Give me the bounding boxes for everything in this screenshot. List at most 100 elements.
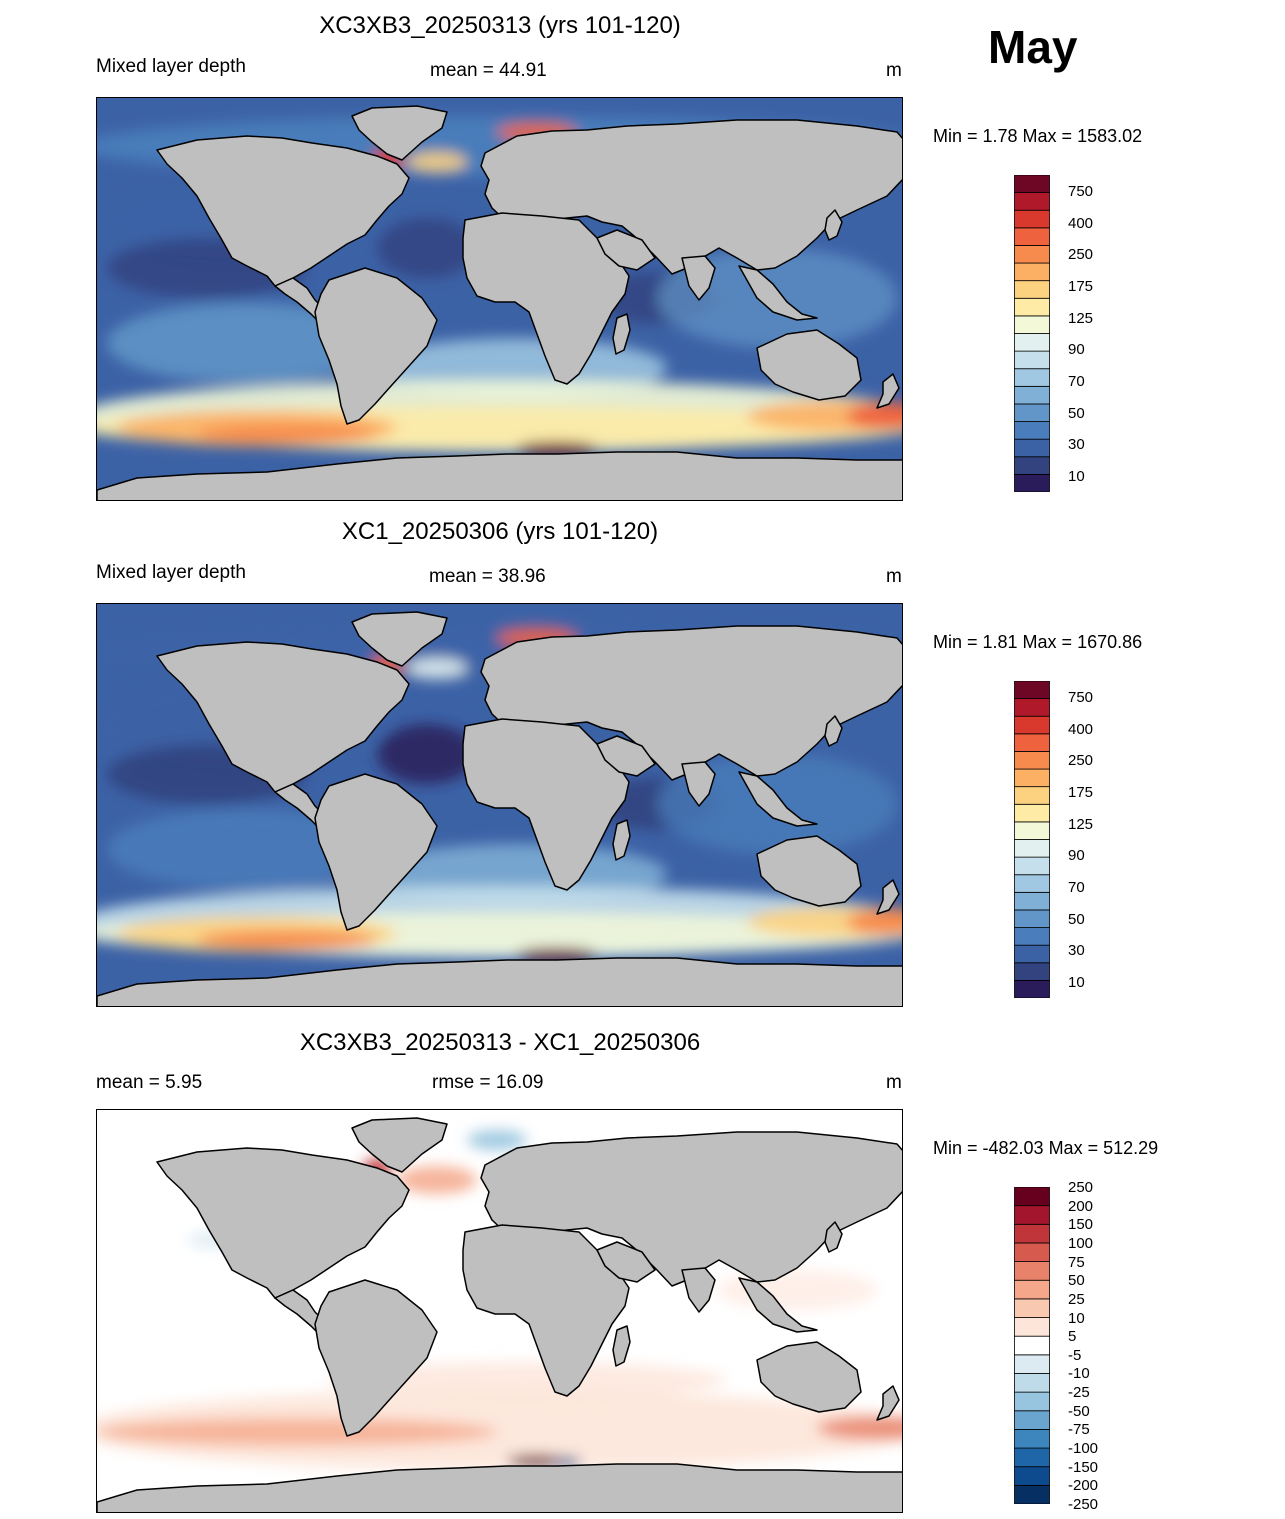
panel-1-map <box>96 97 903 501</box>
colorbar-segment <box>1014 909 1050 928</box>
land-new-zealand <box>876 879 900 915</box>
colorbar-segment <box>1014 979 1050 999</box>
land-madagascar <box>612 819 631 861</box>
land-japan <box>824 209 843 241</box>
colorbar-segment <box>1014 1186 1050 1207</box>
colorbar-segment <box>1014 856 1050 876</box>
colorbar-segment <box>1014 962 1050 981</box>
land-australia <box>756 1341 862 1413</box>
colorbar-label: -200 <box>1068 1477 1099 1495</box>
field-weddell-hotspot <box>517 442 597 456</box>
colorbar-segment <box>1014 438 1050 458</box>
land-south-america <box>314 1279 438 1437</box>
land-japan <box>824 715 843 747</box>
colorbar-segment <box>1014 350 1050 370</box>
panel-2-unit: m <box>886 566 902 587</box>
colorbar-label: 750 <box>1068 182 1094 200</box>
p2-map-svg <box>97 604 902 1006</box>
colorbar-segment <box>1014 927 1050 946</box>
land-se-asia <box>738 265 818 321</box>
colorbar-segment <box>1014 733 1050 752</box>
colorbar-svg <box>1014 174 1050 493</box>
colorbar-segment <box>1014 192 1050 211</box>
panel-1-unit: m <box>886 60 902 81</box>
colorbar-label: 50 <box>1068 910 1085 928</box>
land-north-america <box>156 135 410 287</box>
colorbar-segment <box>1014 385 1050 405</box>
colorbar-label: -5 <box>1068 1346 1082 1364</box>
colorbar-segment <box>1014 1279 1050 1300</box>
colorbar-segment <box>1014 245 1050 264</box>
colorbar-segment <box>1014 297 1050 317</box>
panel-2-minmax: Min = 1.81 Max = 1670.86 <box>933 632 1143 652</box>
colorbar-segment <box>1014 174 1050 194</box>
colorbar-label: 750 <box>1068 688 1094 706</box>
colorbar-segment <box>1014 473 1050 493</box>
land-north-america <box>156 1147 410 1299</box>
colorbar-label: -150 <box>1068 1458 1099 1476</box>
colorbar-svg <box>1014 1186 1050 1505</box>
panel-1-center-label: mean = 44.91 <box>430 60 547 81</box>
field-south-australia-core <box>847 402 902 430</box>
colorbar-segment <box>1014 1298 1050 1318</box>
field-se-pacific-anomaly <box>97 1418 497 1446</box>
colorbar-label: 75 <box>1068 1253 1085 1271</box>
colorbar-segment <box>1014 1205 1050 1225</box>
panel-3-map <box>96 1109 903 1513</box>
land-arabia <box>596 229 656 271</box>
p3-map-svg <box>97 1110 902 1512</box>
land-africa <box>462 1224 630 1397</box>
field-south-atlantic-anomaly <box>327 1362 727 1398</box>
field-southern-ocean-band <box>97 1390 902 1470</box>
land-greenland <box>351 1117 448 1173</box>
colorbar-segment <box>1014 821 1050 840</box>
panel-3-title: XC3XB3_20250313 - XC1_20250306 <box>299 1029 701 1056</box>
colorbar-segment <box>1014 333 1050 352</box>
colorbar-segment <box>1014 944 1050 964</box>
p1-map-svg <box>97 98 902 500</box>
panel-1-left-label: Mixed layer depth <box>96 56 246 77</box>
field-tropical-atlantic <box>377 218 477 278</box>
colorbar-segment <box>1014 891 1050 911</box>
land-south-america <box>314 267 438 425</box>
panel-3-minmax: Min = -482.03 Max = 512.29 <box>933 1138 1159 1158</box>
colorbar-label: 125 <box>1068 309 1094 327</box>
colorbar-label: 200 <box>1068 1197 1094 1215</box>
land-india <box>681 761 716 807</box>
field-west-pacific-anomaly <box>717 1270 877 1310</box>
panel-3-colorbar <box>1014 1186 1050 1505</box>
colorbar-segment <box>1014 1373 1050 1393</box>
panel-2-title: XC1_20250306 (yrs 101-120) <box>341 518 659 545</box>
colorbar-label: -250 <box>1068 1496 1099 1513</box>
panel-2-colorbar <box>1014 680 1050 999</box>
colorbar-label: 30 <box>1068 942 1085 960</box>
colorbar-label: 10 <box>1068 974 1085 992</box>
colorbar-label: 90 <box>1068 341 1085 359</box>
land-africa <box>462 718 630 891</box>
colorbar-segment <box>1014 280 1050 299</box>
field-nordic-seas-anomaly <box>467 1130 527 1150</box>
land-north-america <box>156 641 410 793</box>
colorbar-label: 100 <box>1068 1234 1094 1252</box>
field-weddell-hotspot <box>517 948 597 962</box>
colorbar-segment <box>1014 209 1050 229</box>
colorbar-label: 70 <box>1068 879 1085 897</box>
field-south-australia-core <box>847 908 902 936</box>
colorbar-label: 175 <box>1068 277 1094 295</box>
colorbar-label: 250 <box>1068 1179 1094 1196</box>
land-se-asia <box>738 771 818 827</box>
colorbar-label: -50 <box>1068 1402 1090 1420</box>
colorbar-segment <box>1014 1317 1050 1337</box>
panel-1-colorbar <box>1014 174 1050 493</box>
colorbar-segment <box>1014 1429 1050 1449</box>
colorbar-svg <box>1014 680 1050 999</box>
colorbar-segment <box>1014 1261 1050 1281</box>
colorbar-label: -75 <box>1068 1421 1090 1439</box>
colorbar-label: -10 <box>1068 1365 1090 1383</box>
land-antarctica <box>97 1463 902 1512</box>
colorbar-segment <box>1014 786 1050 805</box>
panel-2-center-label: mean = 38.96 <box>429 566 546 587</box>
colorbar-label: 10 <box>1068 468 1085 486</box>
land-india <box>681 255 716 301</box>
colorbar-segment <box>1014 803 1050 823</box>
